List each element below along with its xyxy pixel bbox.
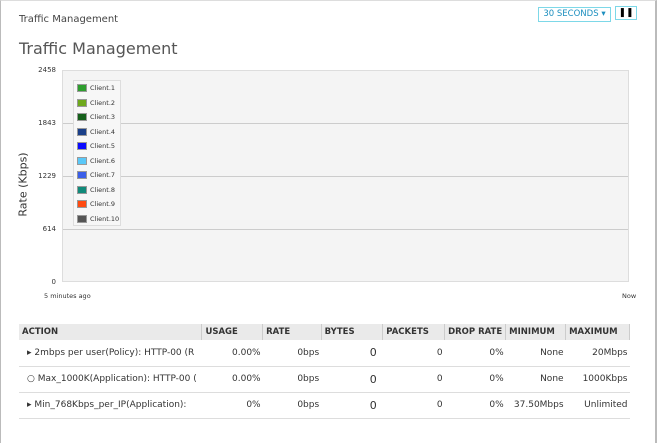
- legend-item[interactable]: Client.4: [74, 125, 120, 140]
- min-cell: 37.50Mbps: [505, 392, 566, 419]
- column-header[interactable]: USAGE: [201, 324, 264, 340]
- x-tick: Now: [622, 292, 637, 300]
- legend-swatch: [77, 98, 87, 107]
- legend-item[interactable]: Client.3: [74, 110, 120, 125]
- legend-item[interactable]: Client.5: [74, 139, 120, 154]
- chart-legend: Client.1 Client.2 Client.3 Client.4 Client.5…: [73, 80, 121, 226]
- min-cell: None: [505, 366, 566, 393]
- legend-label: Client.1: [90, 84, 116, 93]
- expand-arrow-icon[interactable]: ▸: [27, 347, 32, 358]
- action-cell: ○ Max_1000K(Application): HTTP-00 (: [19, 366, 202, 393]
- action-text: 2mbps per user(Policy): HTTP-00 (R: [34, 347, 195, 358]
- max-cell: 20Mbps: [565, 340, 630, 367]
- column-header[interactable]: BYTES: [321, 324, 384, 340]
- drop-cell: 0%: [444, 392, 506, 419]
- caret-down-icon: ▾: [601, 9, 606, 19]
- max-cell: 1000Kbps: [565, 366, 630, 393]
- legend-item[interactable]: Client.1: [74, 81, 120, 96]
- x-tick: 5 minutes ago: [44, 292, 91, 300]
- column-header[interactable]: ACTION: [19, 324, 203, 340]
- legend-swatch: [77, 171, 87, 180]
- y-tick: 1229: [38, 172, 56, 180]
- legend-swatch: [77, 214, 87, 223]
- packets-cell: 0: [382, 366, 445, 393]
- usage-cell: 0.00%: [201, 340, 263, 367]
- legend-swatch: [77, 185, 87, 194]
- min-cell: None: [505, 340, 566, 367]
- legend-item[interactable]: Client.7: [74, 168, 120, 183]
- usage-cell: 0.00%: [201, 366, 263, 393]
- table-row[interactable]: ▸ 2mbps per user(Policy): HTTP-00 (R 0.00…: [19, 340, 630, 367]
- max-cell: Unlimited: [565, 392, 630, 419]
- usage-cell: 0%: [201, 392, 263, 419]
- legend-swatch: [77, 200, 87, 209]
- chart-plot: Client.1 Client.2 Client.3 Client.4 Client.5…: [62, 70, 629, 282]
- legend-swatch: [77, 113, 87, 122]
- legend-label: Client.6: [90, 156, 116, 165]
- gridline: [63, 229, 628, 230]
- legend-swatch: [77, 84, 87, 93]
- gridline: [63, 176, 628, 177]
- y-axis-label: Rate (Kbps): [16, 152, 30, 217]
- column-header[interactable]: MINIMUM: [505, 324, 567, 340]
- interval-dropdown[interactable]: 30 SECONDS ▾: [538, 7, 611, 22]
- legend-label: Client.3: [90, 113, 116, 122]
- gridline: [63, 123, 628, 124]
- table-row[interactable]: ▸ Min_768Kbps_per_IP(Application): 0% 0bp…: [19, 392, 630, 419]
- legend-label: Client.10: [90, 214, 120, 223]
- packets-cell: 0: [382, 340, 445, 367]
- traffic-table: ACTION USAGE RATE BYTES PACKETS DROP RATE MINI…: [19, 324, 630, 419]
- legend-label: Client.2: [90, 98, 116, 107]
- interval-label: 30 SECONDS: [543, 9, 599, 19]
- expand-arrow-icon[interactable]: ▸: [27, 400, 32, 410]
- legend-item[interactable]: Client.8: [74, 183, 120, 198]
- legend-label: Client.7: [90, 171, 116, 180]
- table-row[interactable]: ○ Max_1000K(Application): HTTP-00 (0.00%…: [19, 366, 630, 393]
- legend-label: Client.9: [90, 200, 116, 209]
- column-header[interactable]: RATE: [262, 324, 322, 340]
- legend-swatch: [77, 156, 87, 165]
- legend-item[interactable]: Client.6: [74, 154, 120, 169]
- packets-cell: 0: [382, 392, 445, 419]
- action-text: Max_1000K(Application): HTTP-00 (: [37, 374, 197, 384]
- legend-item[interactable]: Client.2: [74, 96, 120, 111]
- rate-cell: 0bps: [262, 366, 322, 393]
- bytes-cell: 0: [321, 340, 383, 367]
- legend-item[interactable]: Client.9: [74, 197, 120, 212]
- breadcrumb: Traffic Management: [19, 14, 119, 25]
- pause-button[interactable]: ❚❚: [615, 6, 637, 20]
- legend-item[interactable]: Client.10: [74, 212, 120, 227]
- y-tick: 0: [51, 278, 56, 286]
- bytes-cell: 0: [321, 392, 383, 419]
- drop-cell: 0%: [444, 340, 506, 367]
- action-cell: ▸ Min_768Kbps_per_IP(Application):: [19, 392, 202, 419]
- y-tick: 614: [42, 225, 56, 233]
- y-tick: 1843: [38, 119, 56, 127]
- legend-label: Client.4: [90, 127, 116, 136]
- rate-cell: 0bps: [262, 340, 322, 367]
- legend-label: Client.8: [90, 185, 116, 194]
- column-header[interactable]: MAXIMUM: [565, 324, 630, 340]
- legend-label: Client.5: [90, 142, 116, 151]
- rate-cell: 0bps: [262, 392, 322, 419]
- column-header[interactable]: PACKETS: [382, 324, 446, 340]
- drop-cell: 0%: [444, 366, 506, 393]
- circle-icon[interactable]: ○: [27, 374, 35, 384]
- action-text: Min_768Kbps_per_IP(Application):: [34, 400, 187, 410]
- column-header[interactable]: DROP RATE: [444, 324, 507, 340]
- page-title: Traffic Management: [19, 39, 178, 58]
- bytes-cell: 0: [321, 366, 383, 393]
- action-cell: ▸ 2mbps per user(Policy): HTTP-00 (R: [19, 340, 202, 367]
- legend-swatch: [77, 142, 87, 151]
- legend-swatch: [77, 127, 87, 136]
- y-tick: 2458: [38, 66, 56, 74]
